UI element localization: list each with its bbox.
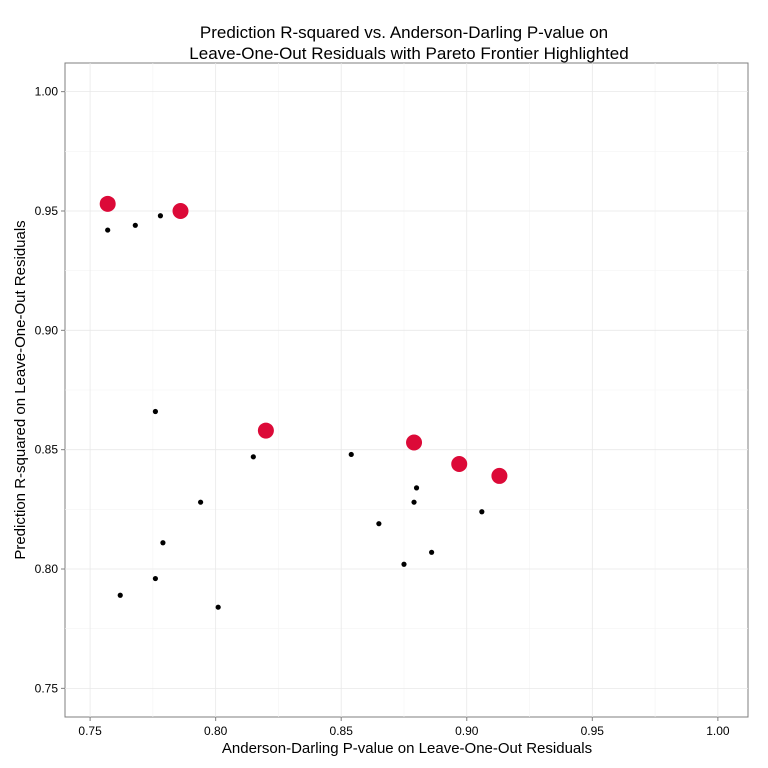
data-point <box>479 509 485 515</box>
data-point <box>105 227 111 233</box>
x-axis-ticks: 0.75 0.80 0.85 0.90 0.95 1.00 <box>78 717 730 738</box>
y-tick-label: 0.75 <box>35 681 59 695</box>
pareto-point <box>406 434 423 451</box>
data-point <box>157 213 164 219</box>
x-tick-label: 0.75 <box>78 724 102 738</box>
pareto-frontier-points <box>99 195 508 484</box>
x-tick-label: 0.95 <box>581 724 605 738</box>
data-point <box>215 604 221 610</box>
data-point <box>376 521 382 527</box>
data-point <box>411 499 417 505</box>
data-point <box>401 561 407 567</box>
y-tick-label: 0.90 <box>35 323 59 337</box>
data-point <box>152 575 158 582</box>
pareto-point <box>491 467 508 484</box>
y-axis-title: Prediction R-squared on Leave-One-Out Re… <box>12 220 29 559</box>
data-point <box>160 540 166 546</box>
pareto-point <box>99 195 116 212</box>
data-point <box>117 592 123 598</box>
data-point <box>197 499 204 505</box>
y-tick-label: 0.95 <box>35 204 59 218</box>
x-axis-title: Anderson-Darling P-value on Leave-One-Ou… <box>222 740 592 757</box>
data-point <box>348 451 354 458</box>
data-point <box>429 549 435 555</box>
chart-title-line-1: Prediction R-squared vs. Anderson-Darlin… <box>200 23 608 42</box>
x-tick-label: 0.90 <box>455 724 479 738</box>
minor-gridlines <box>65 63 748 717</box>
y-axis-ticks: 0.75 0.80 0.85 0.90 0.95 1.00 <box>35 85 65 695</box>
x-tick-label: 1.00 <box>706 724 730 738</box>
data-point <box>152 408 158 415</box>
y-tick-label: 0.85 <box>35 443 59 457</box>
x-tick-label: 0.80 <box>204 724 228 738</box>
pareto-point <box>172 202 189 219</box>
chart-title-line-2: Leave-One-Out Residuals with Pareto Fron… <box>189 44 628 63</box>
x-tick-label: 0.85 <box>330 724 354 738</box>
data-point <box>132 222 138 228</box>
data-point <box>413 485 420 491</box>
pareto-point <box>257 422 274 439</box>
all-models-points <box>105 213 485 610</box>
pareto-point <box>451 455 468 472</box>
data-point <box>250 454 256 460</box>
y-tick-label: 0.80 <box>35 562 59 576</box>
y-tick-label: 1.00 <box>35 85 59 99</box>
